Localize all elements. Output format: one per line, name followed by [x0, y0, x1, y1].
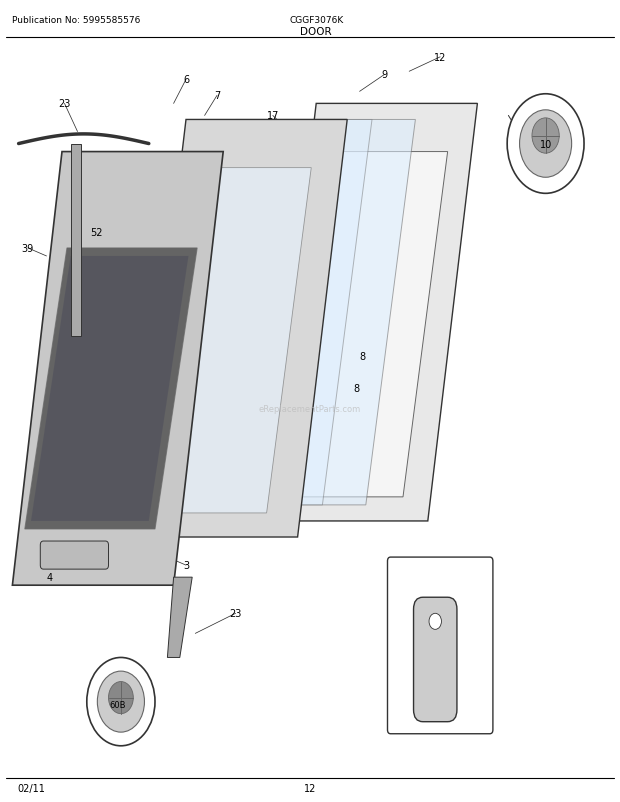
Text: 23: 23: [229, 609, 242, 618]
Polygon shape: [12, 152, 223, 585]
Text: CGGF3076K: CGGF3076K: [289, 16, 343, 26]
Text: 17: 17: [267, 111, 279, 121]
Text: 8: 8: [353, 384, 360, 394]
Polygon shape: [25, 249, 197, 529]
Text: DOOR: DOOR: [300, 27, 332, 37]
Text: 7: 7: [214, 91, 220, 101]
Text: 3: 3: [183, 561, 189, 570]
Polygon shape: [285, 152, 448, 497]
Text: 10: 10: [539, 140, 552, 149]
Polygon shape: [267, 104, 477, 521]
Text: 6: 6: [183, 75, 189, 85]
Text: eReplacementParts.com: eReplacementParts.com: [259, 404, 361, 414]
Text: 4: 4: [46, 573, 53, 582]
Polygon shape: [229, 120, 415, 505]
Polygon shape: [155, 168, 311, 513]
Text: 52: 52: [90, 228, 102, 237]
FancyBboxPatch shape: [388, 557, 493, 734]
Polygon shape: [167, 577, 192, 658]
Text: 8: 8: [360, 352, 366, 362]
Circle shape: [97, 671, 144, 732]
Text: 23: 23: [58, 99, 71, 109]
Text: 12: 12: [434, 53, 446, 63]
Text: 9: 9: [381, 71, 388, 80]
Text: 60B: 60B: [110, 699, 126, 709]
Text: DLGGF3033KBA: DLGGF3033KBA: [410, 721, 471, 731]
Text: 39: 39: [22, 244, 34, 253]
Polygon shape: [71, 144, 81, 337]
Polygon shape: [186, 120, 372, 505]
Text: 18: 18: [446, 582, 459, 592]
Polygon shape: [31, 257, 188, 521]
Circle shape: [532, 119, 559, 154]
Circle shape: [507, 95, 584, 194]
Text: Publication No: 5995585576: Publication No: 5995585576: [12, 16, 141, 26]
Text: 12: 12: [304, 783, 316, 792]
Circle shape: [87, 658, 155, 746]
Polygon shape: [136, 120, 347, 537]
Text: 02/11: 02/11: [17, 783, 45, 792]
FancyBboxPatch shape: [40, 541, 108, 569]
Circle shape: [429, 614, 441, 630]
FancyBboxPatch shape: [414, 597, 457, 722]
Circle shape: [520, 111, 572, 178]
Circle shape: [108, 682, 133, 714]
